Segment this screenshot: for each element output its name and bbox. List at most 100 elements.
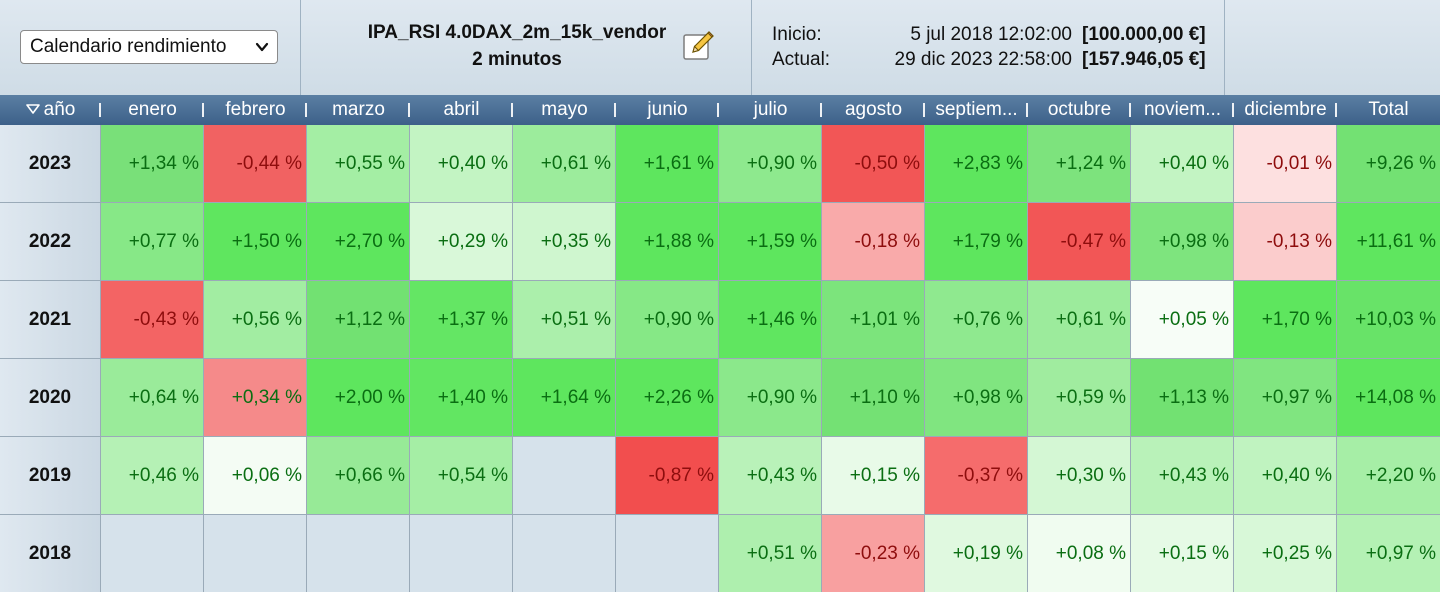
table-row: 2018 +0,51 % -0,23 % +0,19 % +0,08 % +0,15 % +… xyxy=(0,515,1440,592)
header-month[interactable]: noviem... xyxy=(1131,95,1234,125)
month-value-cell: +2,70 % xyxy=(307,203,410,280)
view-select-value: Calendario rendimiento xyxy=(30,36,227,57)
total-cell: +9,26 % xyxy=(1337,125,1440,202)
start-row: Inicio: 5 jul 2018 12:02:00 [100.000,00 €] xyxy=(772,24,1206,46)
view-select-panel: Calendario rendimiento xyxy=(0,0,301,95)
month-value-cell: +0,56 % xyxy=(204,281,307,358)
current-amount: [157.946,05 €] xyxy=(1082,49,1206,70)
month-value-cell: -0,47 % xyxy=(1028,203,1131,280)
month-value-cell: +0,98 % xyxy=(1131,203,1234,280)
month-value-cell: +1,59 % xyxy=(719,203,822,280)
month-value-cell: -0,23 % xyxy=(822,515,925,592)
month-value-cell: +0,34 % xyxy=(204,359,307,436)
dates-panel: Inicio: 5 jul 2018 12:02:00 [100.000,00 €]… xyxy=(752,0,1225,95)
header-month[interactable]: marzo xyxy=(307,95,410,125)
total-cell: +10,03 % xyxy=(1337,281,1440,358)
start-amount: [100.000,00 €] xyxy=(1082,24,1206,45)
start-date: 5 jul 2018 12:02:00 xyxy=(910,24,1072,45)
header-month[interactable]: agosto xyxy=(822,95,925,125)
empty-cell xyxy=(616,515,719,592)
month-value-cell: +2,26 % xyxy=(616,359,719,436)
month-value-cell: -0,50 % xyxy=(822,125,925,202)
month-value-cell: +1,50 % xyxy=(204,203,307,280)
month-value-cell: +1,12 % xyxy=(307,281,410,358)
month-value-cell: +1,64 % xyxy=(513,359,616,436)
header-month[interactable]: mayo xyxy=(513,95,616,125)
month-value-cell: +0,55 % xyxy=(307,125,410,202)
header-month[interactable]: junio xyxy=(616,95,719,125)
month-value-cell: +0,08 % xyxy=(1028,515,1131,592)
row-year: 2020 xyxy=(0,359,101,436)
month-value-cell: +0,98 % xyxy=(925,359,1028,436)
month-value-cell: +0,29 % xyxy=(410,203,513,280)
chevron-down-icon xyxy=(255,42,269,52)
month-value-cell: +1,37 % xyxy=(410,281,513,358)
month-value-cell: +1,79 % xyxy=(925,203,1028,280)
total-cell: +2,20 % xyxy=(1337,437,1440,514)
header-month[interactable]: diciembre xyxy=(1234,95,1337,125)
month-value-cell: +1,46 % xyxy=(719,281,822,358)
current-date: 29 dic 2023 22:58:00 xyxy=(894,49,1073,70)
toolbar-spacer xyxy=(1225,0,1440,95)
table-row: 2021 -0,43 % +0,56 % +1,12 % +1,37 % +0,51 % +… xyxy=(0,281,1440,359)
total-cell: +11,61 % xyxy=(1337,203,1440,280)
header-month[interactable]: enero xyxy=(101,95,204,125)
month-value-cell: +0,40 % xyxy=(1234,437,1337,514)
strategy-panel: IPA_RSI 4.0DAX_2m_15k_vendor 2 minutos xyxy=(301,0,752,95)
header-total[interactable]: Total xyxy=(1368,99,1409,120)
month-value-cell: -0,13 % xyxy=(1234,203,1337,280)
month-value-cell: +0,40 % xyxy=(410,125,513,202)
month-value-cell: +1,61 % xyxy=(616,125,719,202)
month-value-cell: -0,37 % xyxy=(925,437,1028,514)
row-year: 2021 xyxy=(0,281,101,358)
empty-cell xyxy=(307,515,410,592)
month-value-cell: +1,01 % xyxy=(822,281,925,358)
current-label: Actual: xyxy=(772,49,831,70)
month-value-cell: +1,13 % xyxy=(1131,359,1234,436)
row-year: 2019 xyxy=(0,437,101,514)
empty-cell xyxy=(513,437,616,514)
month-value-cell: -0,01 % xyxy=(1234,125,1337,202)
month-value-cell: +0,64 % xyxy=(101,359,204,436)
header-month[interactable]: julio xyxy=(719,95,822,125)
month-value-cell: +0,77 % xyxy=(101,203,204,280)
performance-grid: 2023 +1,34 % -0,44 % +0,55 % +0,40 % +0,61 % +… xyxy=(0,125,1440,592)
header-month[interactable]: febrero xyxy=(204,95,307,125)
header-month[interactable]: octubre xyxy=(1028,95,1131,125)
table-row: 2019 +0,46 % +0,06 % +0,66 % +0,54 % -0,87 % +… xyxy=(0,437,1440,515)
month-value-cell: +0,90 % xyxy=(719,125,822,202)
month-value-cell: +0,46 % xyxy=(101,437,204,514)
header-year-label: año xyxy=(43,99,76,120)
header-month[interactable]: septiem... xyxy=(925,95,1028,125)
header-year[interactable]: año xyxy=(0,95,101,125)
current-row: Actual: 29 dic 2023 22:58:00 [157.946,05 €… xyxy=(772,49,1206,71)
month-value-cell: +1,34 % xyxy=(101,125,204,202)
total-cell: +14,08 % xyxy=(1337,359,1440,436)
month-value-cell: +2,83 % xyxy=(925,125,1028,202)
month-value-cell: +0,15 % xyxy=(1131,515,1234,592)
strategy-name: IPA_RSI 4.0DAX_2m_15k_vendor xyxy=(367,22,667,43)
month-value-cell: +0,61 % xyxy=(513,125,616,202)
month-value-cell: +0,35 % xyxy=(513,203,616,280)
month-value-cell: +0,43 % xyxy=(719,437,822,514)
edit-pencil-icon[interactable] xyxy=(681,28,717,64)
month-value-cell: +0,54 % xyxy=(410,437,513,514)
month-value-cell: +0,97 % xyxy=(1234,359,1337,436)
month-value-cell: +0,40 % xyxy=(1131,125,1234,202)
month-value-cell: +0,59 % xyxy=(1028,359,1131,436)
month-value-cell: -0,18 % xyxy=(822,203,925,280)
table-header: año enero febrero marzo abril mayo junio… xyxy=(0,95,1440,125)
month-value-cell: -0,44 % xyxy=(204,125,307,202)
month-value-cell: +0,76 % xyxy=(925,281,1028,358)
view-select[interactable]: Calendario rendimiento xyxy=(20,30,278,64)
empty-cell xyxy=(410,515,513,592)
month-value-cell: +1,40 % xyxy=(410,359,513,436)
month-value-cell: +2,00 % xyxy=(307,359,410,436)
start-label: Inicio: xyxy=(772,24,822,45)
month-value-cell: +0,51 % xyxy=(719,515,822,592)
table-row: 2022 +0,77 % +1,50 % +2,70 % +0,29 % +0,35 % +… xyxy=(0,203,1440,281)
month-value-cell: +0,43 % xyxy=(1131,437,1234,514)
row-year: 2023 xyxy=(0,125,101,202)
header-month[interactable]: abril xyxy=(410,95,513,125)
month-value-cell: +0,90 % xyxy=(719,359,822,436)
